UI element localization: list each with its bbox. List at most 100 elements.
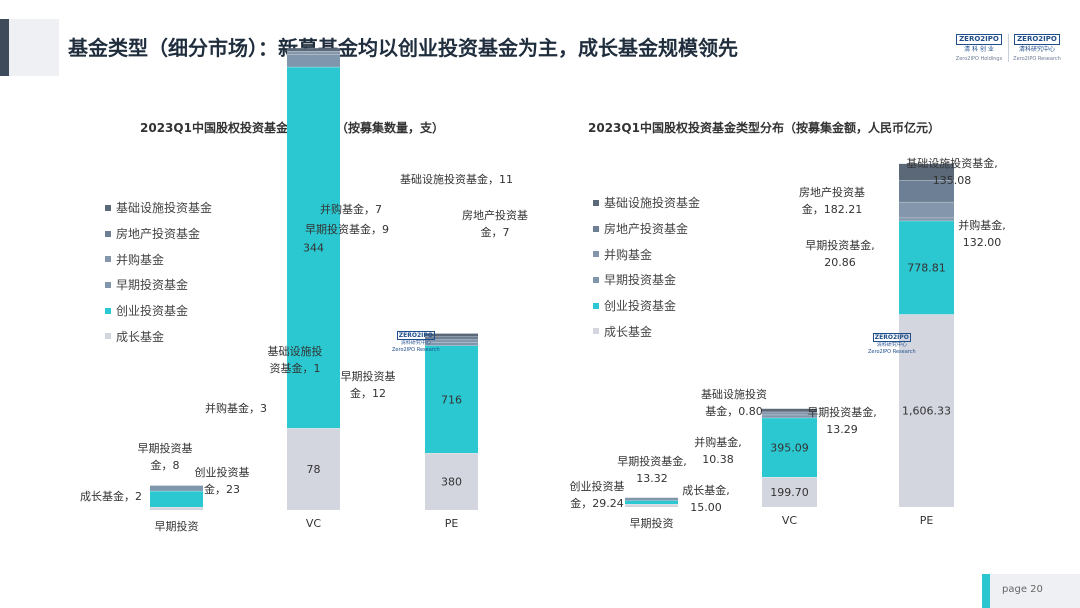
legend-swatch (593, 302, 599, 309)
bar-segment-pe-realestate (899, 180, 954, 202)
legend-label: 并购基金 (116, 252, 165, 267)
footer-accent-bar (982, 574, 990, 608)
header-accent-bar (0, 19, 9, 76)
legend-label: 成长基金 (116, 329, 165, 344)
annotation-early-growth: 成长基金, 15.00 (682, 483, 730, 514)
legend-item-mna: 并购基金 (105, 246, 212, 272)
annotation-pe-infra: 基础设施投资基金, 135.08 (906, 156, 998, 187)
annotation-early-early: 早期投资基金，8 (138, 441, 193, 472)
bar-segment-early-growth (625, 504, 678, 507)
legend-item-growth: 成长基金 (593, 318, 700, 344)
bar-segment-vc-mna (287, 51, 340, 55)
annotation-pe-mna: 并购基金，7 (320, 202, 382, 216)
legend-item-realestate: 房地产投资基金 (593, 216, 700, 242)
footer-background (990, 574, 1080, 608)
watermark-brand: ZERO2IPO (872, 333, 911, 342)
annotation-vc-mna: 并购基金, 10.38 (694, 435, 742, 466)
bar-segment-vc-growth (762, 477, 817, 507)
right-chart-watermark: ZERO2IPO 清科研究中心 Zero2IPO Research (868, 333, 916, 356)
legend-label: 房地产投资基金 (116, 227, 201, 242)
legend-item-mna: 并购基金 (593, 241, 700, 267)
bar-segment-vc-early (287, 54, 340, 67)
legend-item-venture: 创业投资基金 (593, 293, 700, 319)
x-tick-label-pe: PE (920, 514, 934, 527)
annotation-vc-infra: 基础设施投资基金，0.80 (701, 387, 767, 418)
x-tick-label-pe: PE (445, 517, 459, 530)
legend-label: 并购基金 (604, 247, 653, 262)
logo-en: Zero2IPO Holdings (955, 56, 1003, 62)
annotation-pe-infra: 基础设施投资基金，11 (400, 172, 513, 186)
data-label-vc-growth: 199.70 (770, 486, 809, 499)
legend-swatch (593, 328, 599, 335)
left-chart-legend: 基础设施投资基金 房地产投资基金 并购基金 早期投资基金 创业投资基金 成长基金 (105, 195, 212, 349)
annotation-pe-mna: 并购基金, 132.00 (958, 218, 1006, 249)
logo-cn: 清科研究中心 (1018, 46, 1055, 53)
bar-segment-early-growth (150, 507, 203, 510)
zero2ipo-research-logo: ZERO2IPO 清科研究中心 Zero2IPO Research (1011, 34, 1063, 64)
legend-swatch (593, 199, 599, 206)
x-tick-label-vc: VC (782, 514, 798, 527)
bar-segment-early-venture (150, 490, 203, 507)
page-title: 基金类型（细分市场）：新募基金均以创业投资基金为主，成长基金规模领先 (68, 36, 738, 60)
data-label-pe-venture: 778.81 (907, 262, 946, 275)
legend-label: 创业投资基金 (604, 299, 677, 314)
data-label-vc-venture: 395.09 (770, 441, 809, 454)
bar-segment-vc-infra (287, 48, 340, 52)
logo-separator (1008, 34, 1009, 62)
bar-segment-pe-realestate (425, 336, 478, 340)
header-background (9, 19, 59, 76)
annotation-early-early: 早期投资基金, 13.32 (617, 454, 687, 485)
logo-en: Zero2IPO Research (1013, 56, 1061, 62)
legend-item-infra: 基础设施投资基金 (105, 195, 212, 221)
bar-segment-pe-venture (425, 345, 478, 453)
data-label-pe-venture: 716 (441, 393, 462, 406)
legend-swatch (593, 251, 599, 258)
bar-segment-vc-infra (762, 408, 817, 412)
legend-item-early: 早期投资基金 (105, 272, 212, 298)
right-chart-title: 2023Q1中国股权投资基金类型分布（按募集金额，人民币亿元） (588, 121, 940, 135)
annotation-vc-mna: 并购基金，3 (205, 401, 267, 415)
legend-item-growth: 成长基金 (105, 323, 212, 349)
bar-segment-vc-early (762, 414, 817, 418)
legend-swatch (593, 225, 599, 232)
bar-segment-vc-mna (762, 411, 817, 415)
legend-swatch (105, 281, 111, 288)
bar-segment-early-early (625, 497, 678, 501)
legend-swatch (105, 204, 111, 211)
bar-segment-pe-mna (425, 339, 478, 343)
bar-segment-vc-venture (287, 66, 340, 429)
bar-segment-vc-venture (762, 417, 817, 478)
legend-label: 创业投资基金 (116, 304, 189, 319)
legend-item-infra: 基础设施投资基金 (593, 190, 700, 216)
legend-label: 基础设施投资基金 (116, 201, 213, 216)
x-tick-label-early: 早期投资 (155, 519, 199, 533)
watermark-en: Zero2IPO Research (868, 349, 916, 355)
zero2ipo-holdings-logo: ZERO2IPO 清 科 创 业 Zero2IPO Holdings (953, 34, 1005, 64)
page-number: page 20 (1002, 584, 1043, 595)
legend-swatch (105, 307, 111, 314)
legend-label: 基础设施投资基金 (604, 196, 701, 211)
annotation-vc-early: 早期投资基金，12 (341, 369, 396, 400)
legend-swatch (105, 256, 111, 263)
annotation-pe-realestate: 房地产投资基金，7 (462, 208, 528, 239)
watermark-brand: ZERO2IPO (396, 331, 435, 340)
data-label-vc-venture: 344 (303, 242, 324, 255)
watermark-en: Zero2IPO Research (392, 347, 440, 353)
annotation-pe-early: 早期投资基金，9 (305, 222, 389, 236)
legend-swatch (105, 333, 111, 340)
bar-segment-pe-venture (899, 220, 954, 315)
watermark-cn: 清科研究中心 (876, 342, 907, 348)
bar-segment-pe-early (425, 342, 478, 346)
x-tick-label-early: 早期投资 (630, 516, 674, 530)
bar-segment-pe-growth (899, 314, 954, 507)
annotation-vc-early: 早期投资基金, 13.29 (807, 405, 877, 436)
logo-cn: 清 科 创 业 (964, 46, 994, 53)
right-chart-legend: 基础设施投资基金 房地产投资基金 并购基金 早期投资基金 创业投资基金 成长基金 (593, 190, 700, 344)
legend-label: 早期投资基金 (116, 278, 189, 293)
bar-segment-pe-early (899, 217, 954, 221)
left-chart-watermark: ZERO2IPO 清科研究中心 Zero2IPO Research (392, 331, 440, 354)
x-tick-label-vc: VC (306, 517, 322, 530)
bar-segment-pe-growth (425, 453, 478, 510)
legend-item-realestate: 房地产投资基金 (105, 221, 212, 247)
annotation-early-venture: 创业投资基金，29.24 (570, 479, 625, 510)
